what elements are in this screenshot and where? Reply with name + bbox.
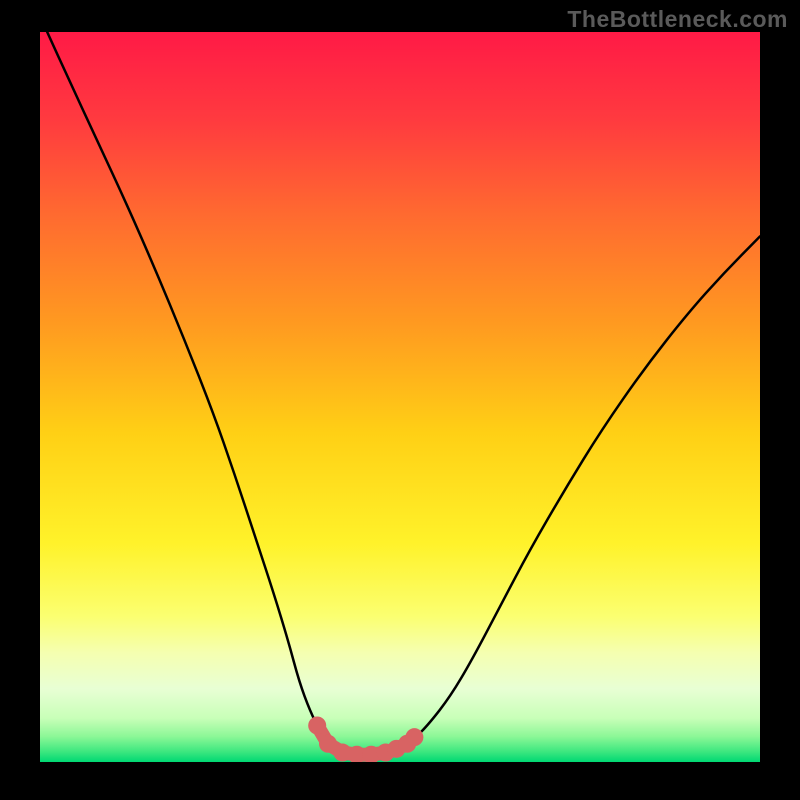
bottleneck-curve-svg bbox=[40, 32, 760, 762]
chart-canvas: TheBottleneck.com bbox=[0, 0, 800, 800]
watermark-text: TheBottleneck.com bbox=[567, 6, 788, 33]
plot-area bbox=[40, 32, 760, 762]
